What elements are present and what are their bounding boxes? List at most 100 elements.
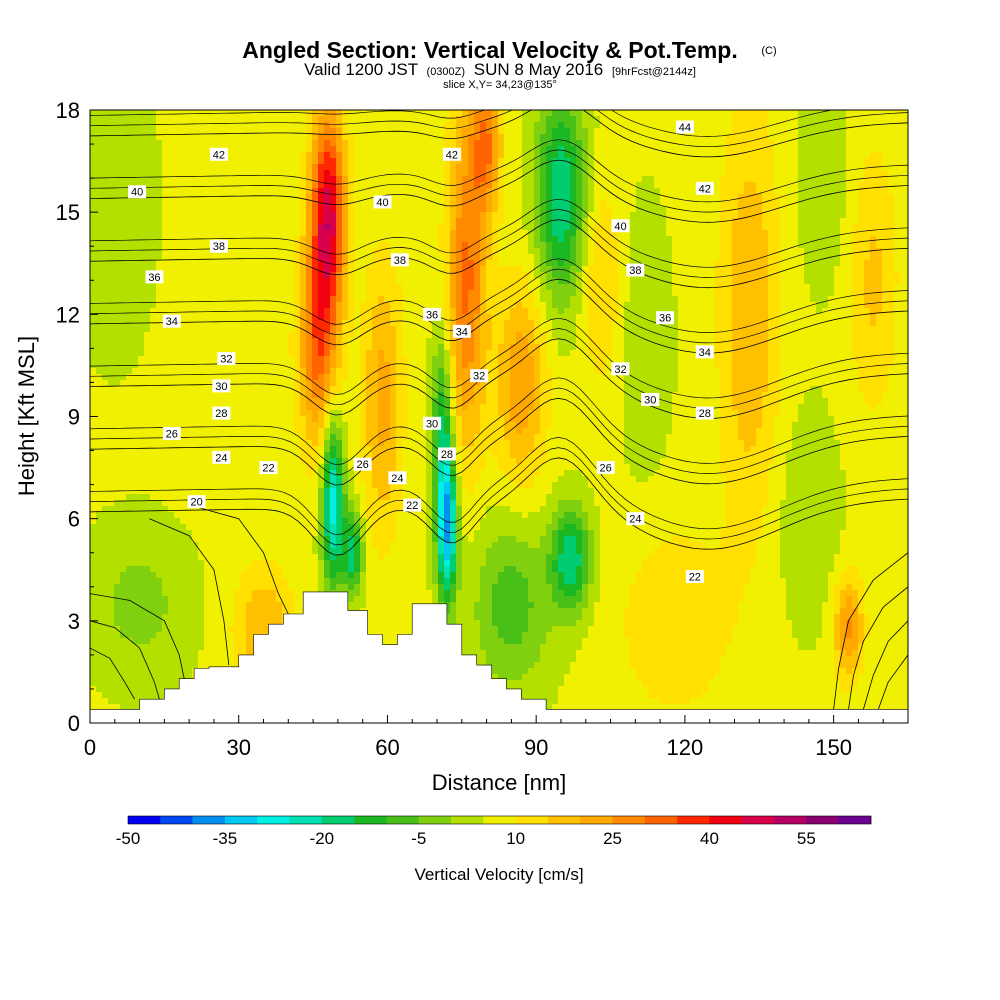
velocity-cell	[564, 110, 571, 117]
velocity-cell	[756, 164, 763, 171]
velocity-cell	[132, 260, 139, 267]
velocity-cell	[738, 230, 745, 237]
velocity-cell	[192, 290, 199, 297]
velocity-cell	[798, 266, 805, 273]
velocity-cell	[324, 284, 331, 291]
velocity-cell	[300, 230, 307, 237]
velocity-cell	[312, 176, 319, 183]
velocity-cell	[186, 248, 193, 255]
velocity-cell	[294, 140, 301, 147]
velocity-cell	[744, 260, 751, 267]
velocity-cell	[564, 122, 571, 129]
velocity-cell	[780, 158, 787, 165]
velocity-cell	[366, 218, 373, 225]
velocity-cell	[702, 290, 709, 297]
velocity-cell	[534, 110, 541, 117]
velocity-cell	[450, 206, 457, 213]
velocity-cell	[234, 146, 241, 153]
velocity-cell	[492, 200, 499, 207]
velocity-cell	[306, 188, 313, 195]
velocity-cell	[240, 224, 247, 231]
velocity-cell	[894, 122, 901, 129]
velocity-cell	[726, 212, 733, 219]
velocity-cell	[504, 236, 511, 243]
velocity-cell	[240, 320, 247, 327]
velocity-cell	[894, 146, 901, 153]
velocity-cell	[612, 230, 619, 237]
velocity-cell	[576, 314, 583, 321]
velocity-cell	[690, 170, 697, 177]
velocity-cell	[720, 242, 727, 249]
velocity-cell	[210, 194, 217, 201]
velocity-cell	[900, 254, 907, 261]
velocity-cell	[660, 146, 667, 153]
velocity-cell	[120, 170, 127, 177]
velocity-cell	[432, 194, 439, 201]
velocity-cell	[834, 248, 841, 255]
velocity-cell	[612, 272, 619, 279]
velocity-cell	[276, 326, 283, 333]
velocity-cell	[900, 116, 907, 123]
velocity-cell	[564, 308, 571, 315]
velocity-cell	[888, 248, 895, 255]
velocity-cell	[372, 278, 379, 285]
velocity-cell	[600, 194, 607, 201]
velocity-cell	[510, 170, 517, 177]
velocity-cell	[516, 230, 523, 237]
velocity-cell	[252, 296, 259, 303]
velocity-cell	[450, 302, 457, 309]
velocity-cell	[372, 296, 379, 303]
velocity-cell	[678, 260, 685, 267]
velocity-cell	[408, 278, 415, 285]
velocity-cell	[720, 212, 727, 219]
velocity-cell	[414, 206, 421, 213]
velocity-cell	[240, 302, 247, 309]
velocity-cell	[270, 170, 277, 177]
velocity-cell	[270, 152, 277, 159]
velocity-cell	[576, 194, 583, 201]
velocity-cell	[660, 272, 667, 279]
velocity-cell	[534, 242, 541, 249]
velocity-cell	[228, 326, 235, 333]
velocity-cell	[810, 320, 817, 327]
velocity-cell	[426, 278, 433, 285]
velocity-cell	[588, 176, 595, 183]
velocity-cell	[768, 170, 775, 177]
velocity-cell	[666, 200, 673, 207]
velocity-cell	[378, 206, 385, 213]
velocity-cell	[510, 278, 517, 285]
velocity-cell	[522, 278, 529, 285]
velocity-cell	[642, 170, 649, 177]
velocity-cell	[348, 152, 355, 159]
subtitle-zulu: (0300Z)	[427, 66, 466, 78]
velocity-cell	[684, 200, 691, 207]
velocity-cell	[300, 152, 307, 159]
velocity-cell	[570, 206, 577, 213]
velocity-cell	[774, 266, 781, 273]
velocity-cell	[738, 194, 745, 201]
velocity-cell	[696, 194, 703, 201]
velocity-cell	[486, 182, 493, 189]
velocity-cell	[252, 278, 259, 285]
velocity-cell	[174, 224, 181, 231]
velocity-cell	[624, 182, 631, 189]
velocity-cell	[672, 116, 679, 123]
velocity-cell	[150, 182, 157, 189]
velocity-cell	[192, 296, 199, 303]
velocity-cell	[522, 134, 529, 141]
velocity-cell	[426, 254, 433, 261]
velocity-cell	[402, 290, 409, 297]
velocity-cell	[810, 128, 817, 135]
velocity-cell	[396, 134, 403, 141]
velocity-cell	[882, 248, 889, 255]
velocity-cell	[546, 134, 553, 141]
velocity-cell	[120, 242, 127, 249]
velocity-cell	[306, 122, 313, 129]
velocity-cell	[108, 314, 115, 321]
velocity-cell	[732, 122, 739, 129]
velocity-cell	[804, 254, 811, 261]
velocity-cell	[456, 314, 463, 321]
velocity-cell	[504, 254, 511, 261]
velocity-cell	[618, 278, 625, 285]
velocity-cell	[150, 314, 157, 321]
